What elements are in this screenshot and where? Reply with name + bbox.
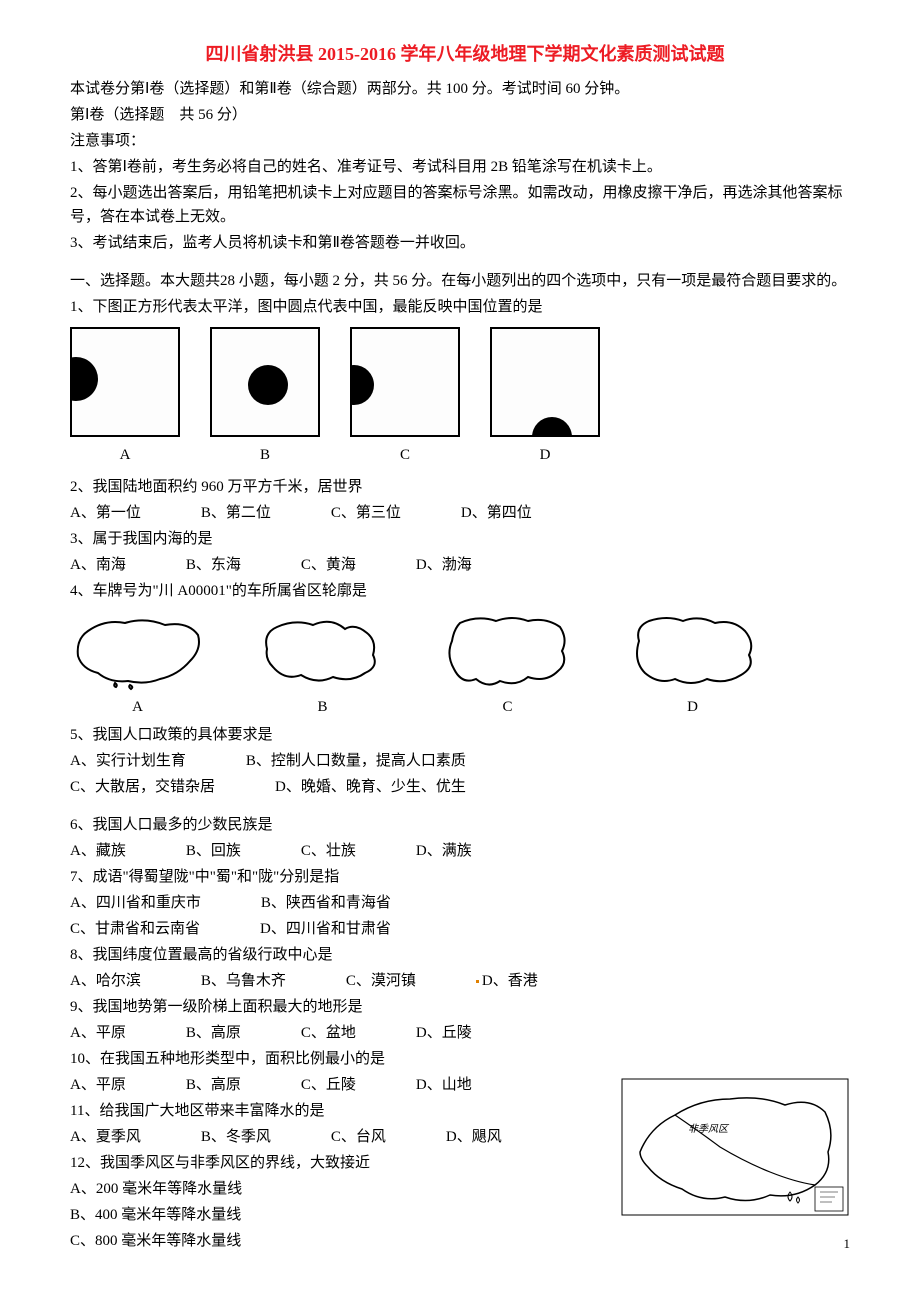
q7-options-2: C、甘肃省和云南省 D、四川省和甘肃省	[70, 917, 860, 941]
section-header: 一、选择题。本大题共28 小题，每小题 2 分，共 56 分。在每小题列出的四个…	[70, 269, 860, 293]
q4-figures: A B C D	[70, 611, 860, 719]
q1-fig-c: C	[350, 327, 460, 467]
exam-title: 四川省射洪县 2015-2016 学年八年级地理下学期文化素质测试试题	[70, 40, 860, 69]
q8-options: A、哈尔滨 B、乌鲁木齐 C、漠河镇 D、香港	[70, 969, 860, 993]
q3-text: 3、属于我国内海的是	[70, 527, 860, 551]
map-label: 非季风区	[688, 1123, 730, 1135]
instruction-line: 本试卷分第Ⅰ卷（选择题）和第Ⅱ卷（综合题）两部分。共 100 分。考试时间 60…	[70, 77, 860, 101]
q4-fig-a: A	[70, 611, 205, 719]
q9-text: 9、我国地势第一级阶梯上面积最大的地形是	[70, 995, 860, 1019]
instruction-line: 2、每小题选出答案后，用铅笔把机读卡上对应题目的答案标号涂黑。如需改动，用橡皮擦…	[70, 181, 860, 229]
q4-fig-d: D	[625, 611, 760, 719]
q7-text: 7、成语"得蜀望陇"中"蜀"和"陇"分别是指	[70, 865, 860, 889]
instruction-line: 1、答第Ⅰ卷前，考生务必将自己的姓名、准考证号、考试科目用 2B 铅笔涂写在机读…	[70, 155, 860, 179]
instruction-line: 第Ⅰ卷（选择题 共 56 分）	[70, 103, 860, 127]
q6-options: A、藏族 B、回族 C、壮族 D、满族	[70, 839, 860, 863]
q4-fig-c: C	[440, 611, 575, 719]
q1-text: 1、下图正方形代表太平洋，图中圆点代表中国，最能反映中国位置的是	[70, 295, 860, 319]
q1-figures: A B C D	[70, 327, 860, 467]
q3-options: A、南海 B、东海 C、黄海 D、渤海	[70, 553, 860, 577]
q8-text: 8、我国纬度位置最高的省级行政中心是	[70, 943, 860, 967]
q2-text: 2、我国陆地面积约 960 万平方千米，居世界	[70, 475, 860, 499]
q4-text: 4、车牌号为"川 A00001"的车所属省区轮廓是	[70, 579, 860, 603]
q12-opt-c: C、800 毫米年等降水量线	[70, 1229, 860, 1253]
q1-fig-a: A	[70, 327, 180, 467]
q5-options-1: A、实行计划生育 B、控制人口数量，提高人口素质	[70, 749, 860, 773]
instruction-line: 注意事项：	[70, 129, 860, 153]
q1-fig-b: B	[210, 327, 320, 467]
bullet-marker	[476, 980, 479, 983]
q5-options-2: C、大散居，交错杂居 D、晚婚、晚育、少生、优生	[70, 775, 860, 799]
instruction-line: 3、考试结束后，监考人员将机读卡和第Ⅱ卷答题卷一并收回。	[70, 231, 860, 255]
page-number: 1	[844, 1234, 851, 1255]
q1-fig-d: D	[490, 327, 600, 467]
q10-text: 10、在我国五种地形类型中，面积比例最小的是	[70, 1047, 860, 1071]
q6-text: 6、我国人口最多的少数民族是	[70, 813, 860, 837]
q9-options: A、平原 B、高原 C、盆地 D、丘陵	[70, 1021, 860, 1045]
china-monsoon-map: 非季风区	[620, 1077, 850, 1225]
q4-fig-b: B	[255, 611, 390, 719]
q2-options: A、第一位 B、第二位 C、第三位 D、第四位	[70, 501, 860, 525]
q5-text: 5、我国人口政策的具体要求是	[70, 723, 860, 747]
q7-options-1: A、四川省和重庆市 B、陕西省和青海省	[70, 891, 860, 915]
